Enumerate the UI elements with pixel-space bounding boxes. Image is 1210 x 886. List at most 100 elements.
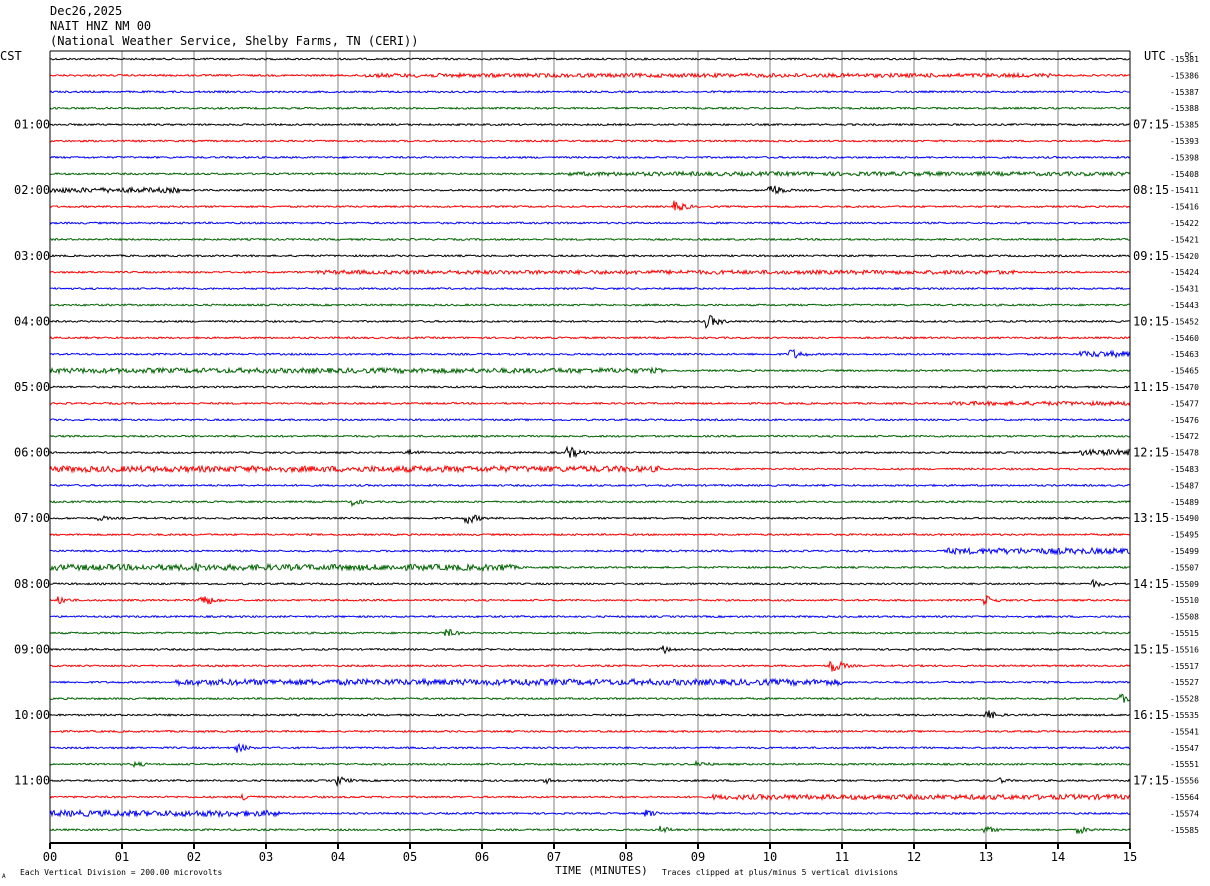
dc-offset-label: -15490 [1170,514,1199,523]
trace-line [49,499,1131,508]
trace-line [49,303,1131,307]
dc-offset-label: -15509 [1170,580,1199,589]
dc-offset-label: -15476 [1170,416,1199,425]
x-tick-label: 01 [115,850,129,864]
dc-offset-label: -15516 [1170,645,1199,654]
trace-line [49,677,1131,688]
x-tick-label: 09 [691,850,705,864]
cst-hour-label: 08:00 [14,577,50,591]
x-tick-label: 04 [331,850,345,864]
dc-offset-label: -15420 [1170,252,1199,261]
trace-line [49,628,1131,637]
trace-line [49,483,1131,488]
dc-offset-label: -15431 [1170,285,1199,294]
trace-line [49,693,1131,703]
utc-hour-label: 17:15 [1133,774,1169,788]
x-tick-label: 07 [547,850,561,864]
dc-offset-label: -15507 [1170,563,1199,572]
dc-offset-label: -15547 [1170,744,1199,753]
cst-hour-label: 05:00 [14,380,50,394]
utc-hour-label: 10:15 [1133,314,1169,328]
trace-line [49,645,1131,655]
dc-offset-label: -15528 [1170,695,1199,704]
x-tick-label: 15 [1123,850,1137,864]
trace-line [49,417,1131,422]
trace-line [49,170,1131,178]
trace-line [49,614,1131,619]
axis-labels: -15381 -15386 -15387 -15388 -15385 -15393 -153… [14,55,1199,864]
trace-line [49,808,1131,819]
trace-line [49,122,1131,127]
utc-hour-label: 12:15 [1133,446,1169,460]
trace-line [49,268,1131,276]
dc-offset-label: -15517 [1170,662,1199,671]
trace-line [49,314,1131,329]
x-tick-label: 11 [835,850,849,864]
dc-label: DC [1185,51,1193,59]
trace-line [49,562,1131,573]
trace-line [49,385,1131,389]
trace-line [49,399,1131,408]
trace-line [49,464,1131,474]
dc-offset-label: -15508 [1170,613,1199,622]
cst-hour-label: 01:00 [14,118,50,132]
dc-offset-label: -15416 [1170,203,1199,212]
clip-note: Traces clipped at plus/minus 5 vertical … [662,868,898,877]
trace-line [49,253,1131,258]
utc-hour-label: 16:15 [1133,708,1169,722]
right-timezone-label: UTC [1144,49,1166,63]
cst-hour-label: 03:00 [14,249,50,263]
time-gridlines [121,51,1059,843]
trace-line [49,106,1131,110]
trace-line [49,335,1131,340]
station-location: (National Weather Service, Shelby Farms,… [50,34,419,48]
x-tick-label: 02 [187,850,201,864]
dc-offset-label: -15487 [1170,481,1199,490]
dc-offset-label: -15387 [1170,88,1199,97]
trace-line [49,792,1131,802]
trace-line [49,286,1131,291]
trace-line [49,825,1131,835]
dc-offset-label: -15499 [1170,547,1199,556]
plot-date: Dec26,2025 [50,4,123,18]
seismic-traces [49,57,1131,835]
x-tick-label: 10 [763,850,777,864]
x-tick-label: 14 [1051,850,1065,864]
dc-offset-label: -15470 [1170,383,1199,392]
utc-hour-label: 15:15 [1133,642,1169,656]
dc-offset-label: -15424 [1170,268,1199,277]
cst-hour-label: 10:00 [14,708,50,722]
trace-line [49,514,1131,525]
dc-offset-label: -15541 [1170,727,1199,736]
trace-line [49,776,1131,788]
x-tick-label: 03 [259,850,273,864]
utc-hour-label: 09:15 [1133,249,1169,263]
dc-offset-label: -15460 [1170,334,1199,343]
dc-offset-label: -15556 [1170,777,1199,786]
dc-offset-label: -15411 [1170,186,1199,195]
cst-hour-label: 07:00 [14,511,50,525]
left-timezone-label: CST [0,49,22,63]
x-tick-label: 00 [43,850,57,864]
dc-offset-label: -15472 [1170,432,1199,441]
trace-line [49,90,1131,94]
trace-line [49,710,1131,719]
trace-line [49,742,1131,753]
trace-line [49,578,1131,588]
trace-line [49,71,1131,79]
plot-frame [49,50,1131,849]
utc-hour-label: 13:15 [1133,511,1169,525]
x-tick-label: 12 [907,850,921,864]
footer-mark: A [2,873,6,880]
dc-offset-label: -15477 [1170,399,1199,408]
trace-line [49,139,1131,143]
dc-offset-label: -15398 [1170,153,1199,162]
utc-hour-label: 14:15 [1133,577,1169,591]
x-tick-label: 13 [979,850,993,864]
dc-offset-label: -15443 [1170,301,1199,310]
dc-offset-label: -15422 [1170,219,1199,228]
dc-offset-label: -15408 [1170,170,1199,179]
dc-offset-label: -15421 [1170,235,1199,244]
trace-line [49,594,1131,607]
